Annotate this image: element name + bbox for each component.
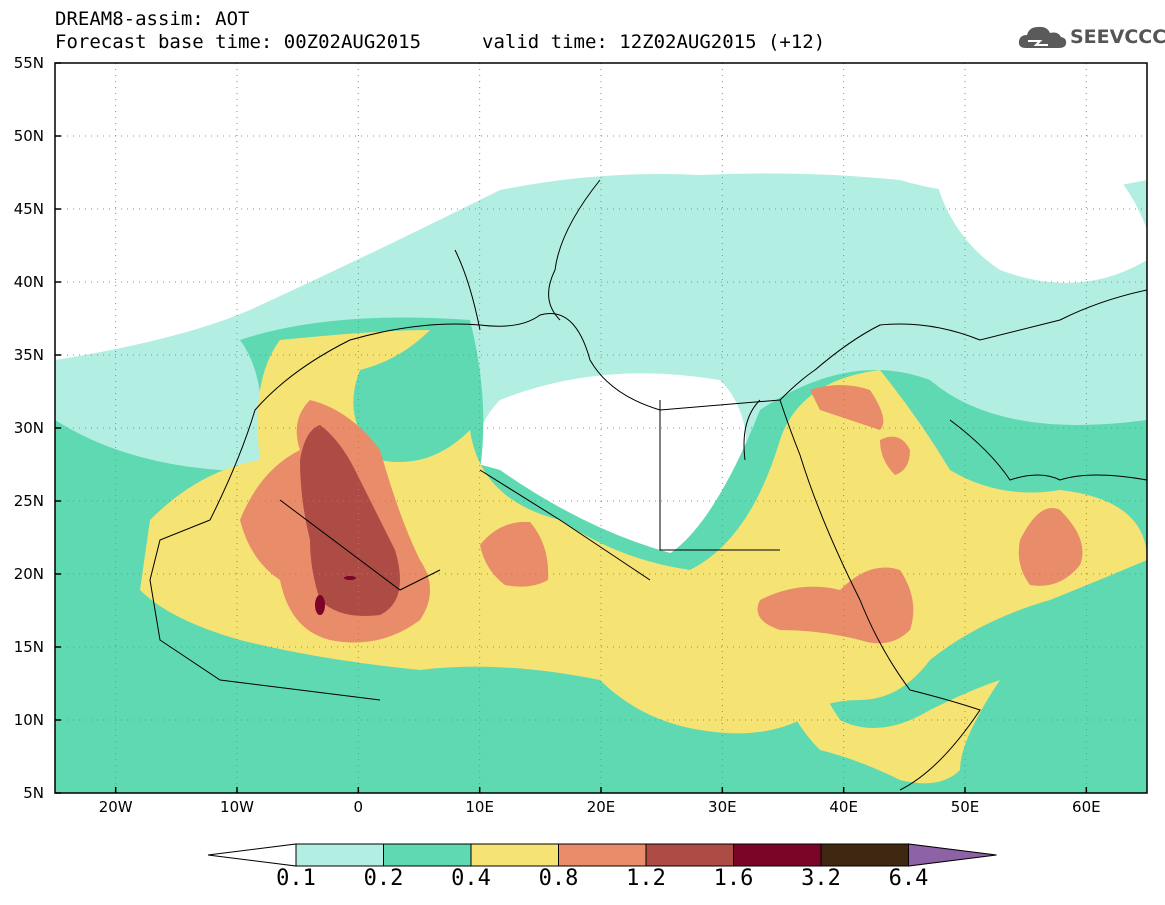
colorbar-swatch (558, 843, 647, 867)
map-title: DREAM8-assim: AOT (55, 8, 250, 30)
colorbar-label: 1.6 (713, 866, 754, 891)
colorbar-label: 0.8 (538, 866, 579, 891)
colorbar-swatch (733, 843, 822, 867)
y-tick-label: 5N (23, 784, 44, 802)
forecast-base-time: Forecast base time: 00Z02AUG2015 (55, 31, 422, 53)
y-tick-label: 50N (13, 127, 44, 145)
valid-time: valid time: 12Z02AUG2015 (+12) (482, 31, 826, 53)
x-tick-label: 10W (220, 798, 254, 816)
logo-text: SEEVCCC (1070, 26, 1165, 48)
axis-ticks (55, 62, 1088, 794)
colorbar-label: 0.4 (451, 866, 491, 891)
x-tick-label: 30E (708, 798, 737, 816)
y-tick-label: 20N (13, 565, 44, 583)
x-tick-label: 50E (950, 798, 980, 816)
y-tick-label: 35N (13, 346, 44, 364)
country-borders (149, 179, 1148, 791)
y-tick-label: 40N (13, 273, 44, 291)
y-tick-label: 25N (13, 492, 44, 510)
colorbar-swatch (645, 843, 734, 867)
colorbar-swatch (383, 843, 472, 867)
colorbar-swatch (295, 843, 384, 867)
colorbar-label: 1.2 (626, 866, 666, 891)
colorbar-label: 0.1 (276, 866, 316, 891)
y-tick-label: 55N (13, 54, 44, 72)
colorbar-label: 0.2 (363, 866, 404, 891)
cloud-icon (1018, 26, 1067, 48)
y-tick-label: 30N (13, 419, 44, 437)
colorbar-label: 6.4 (888, 866, 929, 891)
seevccc-logo: SEEVCCC (1016, 22, 1165, 52)
y-tick-label: 15N (13, 638, 44, 656)
colorbar-high-triangle (908, 843, 997, 867)
x-tick-label: 60E (1072, 798, 1101, 816)
colorbar-label: 3.2 (801, 866, 841, 891)
colorbar-low-triangle (207, 843, 297, 867)
colorbar-swatch (820, 843, 909, 867)
x-tick-label: 20W (98, 798, 133, 816)
aot-field (55, 63, 1147, 793)
x-tick-label: 0 (353, 798, 364, 816)
x-tick-label: 20E (586, 798, 616, 816)
colorbar-swatch (470, 843, 559, 867)
y-tick-label: 10N (13, 711, 44, 729)
x-tick-label: 10E (465, 798, 494, 816)
y-tick-label: 45N (13, 200, 44, 218)
graticule (55, 63, 1147, 793)
x-tick-label: 40E (829, 798, 858, 816)
